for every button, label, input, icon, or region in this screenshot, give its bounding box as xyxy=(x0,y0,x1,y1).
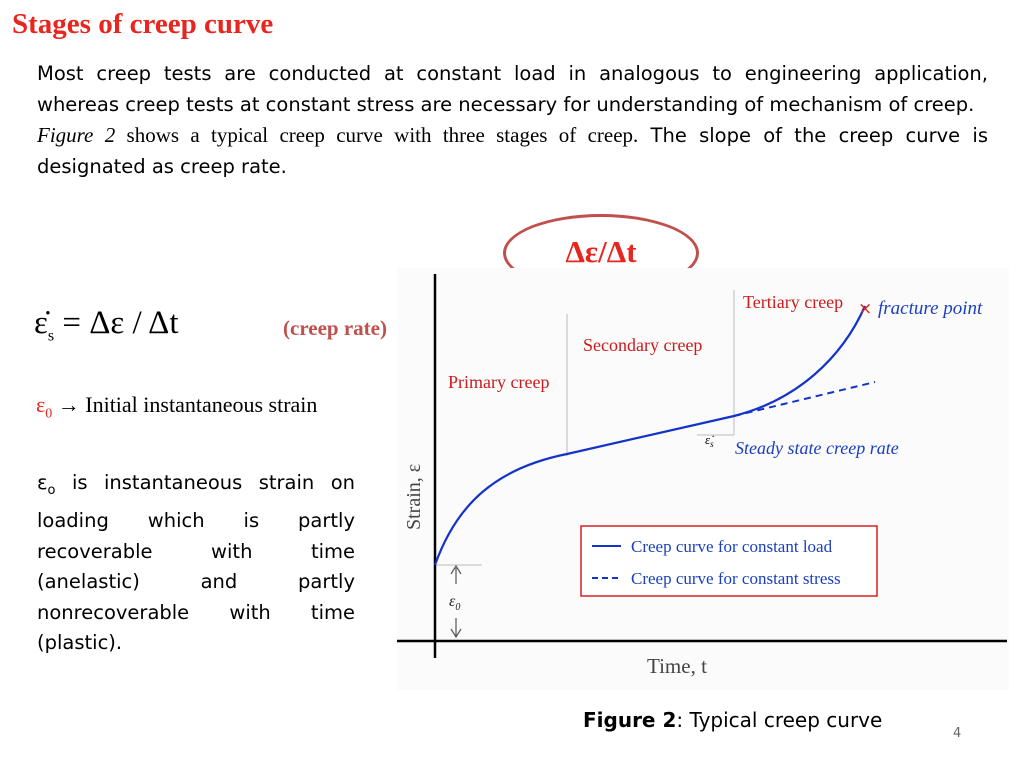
slope-symbol: ε̇s xyxy=(705,432,714,449)
y-axis-label: Strain, ε xyxy=(403,464,425,530)
figure-reference: Figure 2 shows a typical creep curve wit… xyxy=(37,123,638,147)
figure-caption: Figure 2: Typical creep curve xyxy=(583,708,882,732)
secondary-creep-label: Secondary creep xyxy=(583,335,702,355)
eps0-symbol: ε0 xyxy=(36,392,52,421)
eps0-arrow-up-head xyxy=(450,564,462,575)
intro-text: Most creep tests are conducted at consta… xyxy=(37,58,988,182)
eps0-text: → Initial instantaneous strain xyxy=(52,392,318,417)
eps0-label-char: ε xyxy=(449,593,456,610)
caption-figure-label: Figure 2 xyxy=(583,708,677,732)
tertiary-creep-label: Tertiary creep xyxy=(743,292,843,312)
equation-symbol: ε̇ xyxy=(34,305,48,341)
page-number: 4 xyxy=(953,726,962,741)
slide-title: Stages of creep curve xyxy=(12,8,274,40)
slope-symbol-sub: s xyxy=(710,439,714,449)
legend-box xyxy=(580,525,878,597)
intro-paragraph-2-rest: The slope of the creep curve is designat… xyxy=(37,124,988,178)
constant-load-curve xyxy=(433,305,867,566)
constant-stress-curve xyxy=(733,381,876,417)
eps0-arrows xyxy=(450,564,462,639)
legend-stress-label: Creep curve for constant stress xyxy=(631,569,841,588)
figure-reference-label: Figure 2 xyxy=(37,123,116,147)
fracture-point-marker: × xyxy=(858,299,872,319)
equation-rhs: = Δε / Δt xyxy=(54,305,179,341)
eps0-arrow-down-head xyxy=(450,628,462,639)
equation-note: (creep rate) xyxy=(283,316,387,340)
legend-load-label: Creep curve for constant load xyxy=(631,537,833,556)
initial-strain-line: ε0 → Initial instantaneous strain xyxy=(36,392,317,422)
fracture-point-label: fracture point xyxy=(878,298,983,319)
figure-background xyxy=(397,268,1009,690)
x-axis-label: Time, t xyxy=(647,654,707,678)
figure-reference-text: shows a typical creep curve with three s… xyxy=(115,123,639,147)
equation-subscript: s xyxy=(47,327,55,345)
eps0-label: ε0 xyxy=(449,593,460,613)
desc-symbol: ε xyxy=(37,471,48,494)
instantaneous-strain-description: εo is instantaneous strain on loading wh… xyxy=(37,468,355,659)
desc-text: is instantaneous strain on loading which… xyxy=(37,471,355,655)
eps0-symbol-char: ε xyxy=(36,392,46,417)
intro-paragraph-2: Figure 2 shows a typical creep curve wit… xyxy=(37,120,988,182)
eps0-symbol-sub: 0 xyxy=(45,406,53,422)
creep-curve-figure: × fracture point Tertiary creep Secondar… xyxy=(397,268,1009,690)
primary-creep-label: Primary creep xyxy=(448,372,549,392)
slope-symbol-char: ε̇ xyxy=(705,432,714,447)
desc-subscript: o xyxy=(47,482,56,498)
caption-text: : Typical creep curve xyxy=(676,708,883,732)
steady-state-label: Steady state creep rate xyxy=(735,438,899,458)
intro-paragraph-1: Most creep tests are conducted at consta… xyxy=(37,62,988,116)
creep-rate-oval-text: Δε/Δt xyxy=(565,234,637,269)
creep-rate-equation: ε̇s = Δε / Δt xyxy=(34,305,179,346)
eps0-label-sub: 0 xyxy=(455,602,460,613)
